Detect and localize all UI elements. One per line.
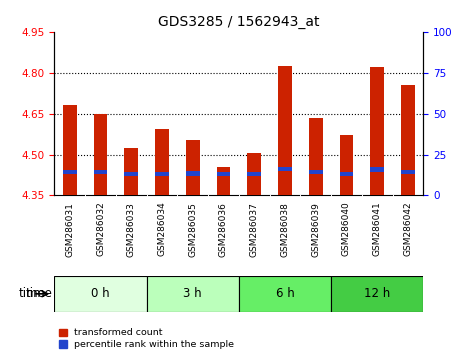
Bar bbox=[278, 166, 292, 171]
Bar bbox=[401, 170, 415, 175]
Title: GDS3285 / 1562943_at: GDS3285 / 1562943_at bbox=[158, 16, 320, 29]
Text: GSM286033: GSM286033 bbox=[127, 202, 136, 257]
Bar bbox=[247, 153, 261, 195]
Bar bbox=[239, 276, 331, 312]
Legend: transformed count, percentile rank within the sample: transformed count, percentile rank withi… bbox=[59, 329, 234, 349]
Bar bbox=[370, 167, 384, 172]
Bar bbox=[340, 172, 353, 176]
Text: GSM286039: GSM286039 bbox=[311, 202, 320, 257]
Bar bbox=[124, 148, 138, 195]
Bar bbox=[278, 66, 292, 195]
Text: GSM286036: GSM286036 bbox=[219, 202, 228, 257]
Bar bbox=[309, 118, 323, 195]
Bar bbox=[155, 129, 169, 195]
Text: GSM286042: GSM286042 bbox=[403, 202, 412, 256]
Text: GSM286041: GSM286041 bbox=[373, 202, 382, 256]
Text: time: time bbox=[18, 287, 45, 300]
Bar bbox=[340, 136, 353, 195]
Bar bbox=[217, 167, 230, 195]
Text: GSM286032: GSM286032 bbox=[96, 202, 105, 256]
Bar bbox=[147, 276, 239, 312]
Text: 12 h: 12 h bbox=[364, 287, 390, 300]
Bar bbox=[370, 67, 384, 195]
Text: 3 h: 3 h bbox=[184, 287, 202, 300]
Bar bbox=[331, 276, 423, 312]
Bar bbox=[63, 105, 77, 195]
Bar bbox=[217, 172, 230, 176]
Text: GSM286037: GSM286037 bbox=[250, 202, 259, 257]
Bar bbox=[155, 172, 169, 176]
Bar bbox=[247, 172, 261, 176]
Bar bbox=[54, 276, 147, 312]
Text: time: time bbox=[25, 287, 52, 300]
Text: GSM286038: GSM286038 bbox=[280, 202, 289, 257]
Bar bbox=[94, 170, 107, 175]
Bar bbox=[401, 85, 415, 195]
Bar bbox=[124, 172, 138, 176]
Bar bbox=[186, 171, 200, 176]
Text: 6 h: 6 h bbox=[276, 287, 294, 300]
Text: 0 h: 0 h bbox=[91, 287, 110, 300]
Bar bbox=[63, 170, 77, 175]
Text: GSM286031: GSM286031 bbox=[65, 202, 74, 257]
Bar bbox=[309, 170, 323, 175]
Text: GSM286034: GSM286034 bbox=[158, 202, 166, 256]
Bar bbox=[186, 139, 200, 195]
Text: GSM286040: GSM286040 bbox=[342, 202, 351, 256]
Bar bbox=[94, 114, 107, 195]
Text: GSM286035: GSM286035 bbox=[188, 202, 197, 257]
